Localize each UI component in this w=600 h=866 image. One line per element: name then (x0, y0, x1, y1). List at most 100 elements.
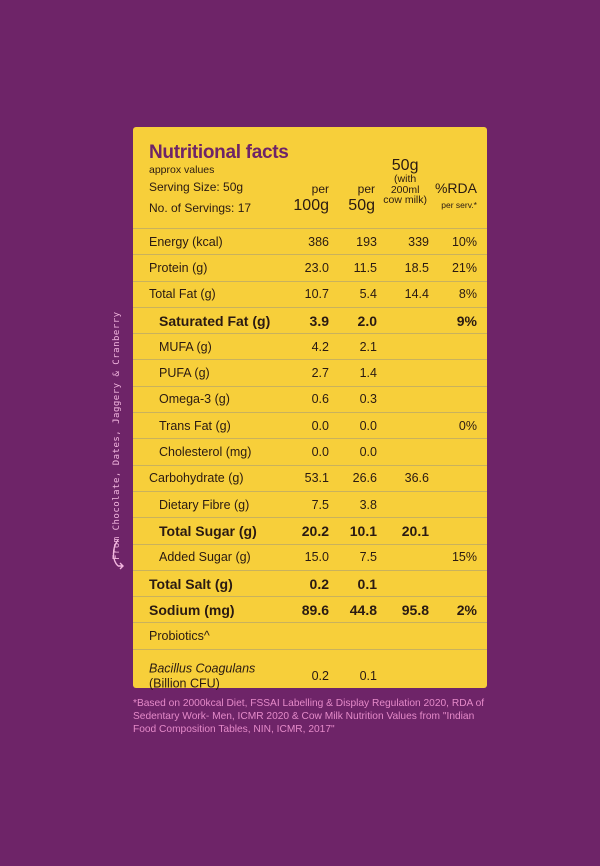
cell-per-100g: 0.6 (311, 392, 329, 407)
cell-rda: 15% (451, 550, 477, 565)
table-row: Total Salt (g) 0.2 0.1 (133, 569, 487, 596)
row-label: Trans Fat (g) (159, 418, 231, 433)
cell-per-50g: 0.1 (359, 669, 377, 684)
col-rda-big: %RDA (434, 180, 477, 196)
cell-with-milk: 339 (408, 234, 429, 249)
servings-count: No. of Servings: 17 (149, 201, 252, 215)
cell-with-milk: 14.4 (404, 287, 429, 302)
table-row: Protein (g) 23.0 11.5 18.5 21% (133, 254, 487, 280)
cell-per-50g: 5.4 (359, 287, 377, 302)
cell-per-100g: 2.7 (311, 366, 329, 381)
col-with-milk-big: 50g (391, 157, 419, 174)
table-row: Cholesterol (mg) 0.0 0.0 (133, 438, 487, 464)
table-row: MUFA (g) 4.2 2.1 (133, 333, 487, 359)
row-label: Total Fat (g) (149, 287, 216, 302)
col-50g-with-milk: 50g (with 200ml cow milk) (383, 158, 427, 206)
row-label: PUFA (g) (159, 366, 210, 381)
col-rda: %RDA per serv.* (435, 181, 477, 210)
col-with-milk-l3: cow milk) (383, 194, 427, 206)
cell-per-100g: 10.7 (304, 287, 329, 302)
cell-rda: 9% (456, 312, 477, 329)
col-rda-small: per serv.* (441, 200, 477, 210)
cell-per-100g: 23.0 (304, 260, 329, 275)
row-label: Carbohydrate (g) (149, 471, 244, 486)
arrow-icon (112, 539, 124, 570)
cell-per-100g: 4.2 (311, 339, 329, 354)
approx-values: approx values (149, 164, 215, 176)
row-label: MUFA (g) (159, 339, 212, 354)
col-per-50g-big: 50g (348, 197, 375, 214)
table-row: Carbohydrate (g) 53.1 26.6 36.6 (133, 464, 487, 491)
col-per-50g-small: per (357, 182, 375, 196)
cell-per-100g: 15.0 (304, 550, 329, 565)
table-row: Total Fat (g) 10.7 5.4 14.4 8% (133, 280, 487, 307)
cell-per-50g: 44.8 (349, 601, 377, 618)
cell-rda: 0% (458, 418, 477, 433)
cell-per-50g: 26.6 (352, 471, 377, 486)
cell-rda: 8% (458, 287, 477, 302)
nutrition-table: Energy (kcal) 386 193 339 10% Protein (g… (133, 228, 487, 703)
cell-per-50g: 193 (356, 234, 377, 249)
footnote: *Based on 2000kcal Diet, FSSAI Labelling… (133, 698, 485, 735)
table-row: Probiotics^ (133, 622, 487, 648)
cell-per-100g: 386 (308, 234, 329, 249)
cell-per-100g: 0.2 (311, 669, 329, 684)
sugar-source-note: From Chocolate, Dates, Jaggery & Cranber… (112, 311, 122, 560)
cell-with-milk: 95.8 (401, 601, 429, 618)
table-row: Energy (kcal) 386 193 339 10% (133, 228, 487, 254)
cell-rda: 2% (456, 601, 477, 618)
table-row: Bacillus Coagulans (Billion CFU) 0.2 0.1 (133, 648, 487, 703)
row-label: Cholesterol (mg) (159, 445, 252, 460)
cell-with-milk: 20.1 (401, 522, 429, 539)
row-label: Total Salt (g) (149, 575, 233, 592)
table-row: Total Sugar (g) 20.2 10.1 20.1 (133, 517, 487, 543)
row-label: Sodium (mg) (149, 601, 235, 618)
col-per-50g: per 50g (348, 183, 375, 214)
row-label: Bacillus Coagulans (Billion CFU) (149, 662, 255, 691)
cell-per-100g: 53.1 (304, 471, 329, 486)
cell-per-100g: 0.0 (311, 445, 329, 460)
cell-per-50g: 7.5 (359, 550, 377, 565)
col-with-milk-l2: 200ml (390, 183, 420, 196)
cell-per-50g: 1.4 (359, 366, 377, 381)
cell-per-50g: 3.8 (359, 497, 377, 512)
cell-per-100g: 20.2 (301, 522, 329, 539)
row-label: Dietary Fibre (g) (159, 497, 250, 512)
row-label: Saturated Fat (g) (159, 312, 271, 329)
cell-per-50g: 10.1 (349, 522, 377, 539)
panel-title: Nutritional facts (149, 142, 289, 163)
serving-size: Serving Size: 50g (149, 180, 244, 194)
cell-per-100g: 0.2 (309, 575, 329, 592)
row-label: Added Sugar (g) (159, 550, 251, 565)
cell-rda: 10% (451, 234, 477, 249)
col-per-100g-small: per (311, 182, 329, 196)
cell-per-50g: 0.1 (357, 575, 377, 592)
cell-per-50g: 0.3 (359, 392, 377, 407)
cell-with-milk: 36.6 (404, 471, 429, 486)
cell-per-100g: 89.6 (301, 601, 329, 618)
cell-per-50g: 11.5 (353, 260, 377, 275)
probiotic-name: Bacillus Coagulans (149, 661, 256, 676)
table-row: Sodium (mg) 89.6 44.8 95.8 2% (133, 596, 487, 622)
table-row: Added Sugar (g) 15.0 7.5 15% (133, 543, 487, 570)
row-label: Omega-3 (g) (159, 392, 230, 407)
row-label: Total Sugar (g) (159, 522, 257, 539)
cell-per-50g: 0.0 (359, 418, 377, 433)
row-label: Protein (g) (149, 260, 208, 275)
row-label: Energy (kcal) (149, 234, 223, 249)
table-row: Dietary Fibre (g) 7.5 3.8 (133, 490, 487, 517)
cell-per-100g: 0.0 (311, 418, 329, 433)
cell-with-milk: 18.5 (404, 260, 429, 275)
table-row: Trans Fat (g) 0.0 0.0 0% (133, 412, 487, 438)
cell-per-50g: 2.0 (357, 312, 377, 329)
cell-per-50g: 2.1 (359, 339, 377, 354)
row-label: Probiotics^ (149, 629, 210, 644)
cell-per-100g: 7.5 (311, 497, 329, 512)
table-row: Omega-3 (g) 0.6 0.3 (133, 385, 487, 412)
table-row: PUFA (g) 2.7 1.4 (133, 359, 487, 385)
col-with-milk-l1: (with (394, 173, 417, 185)
nutrition-panel: Nutritional facts approx values Serving … (133, 127, 487, 690)
col-per-100g: per 100g (293, 183, 329, 214)
col-per-100g-big: 100g (293, 197, 329, 214)
probiotic-unit: (Billion CFU) (149, 676, 220, 691)
